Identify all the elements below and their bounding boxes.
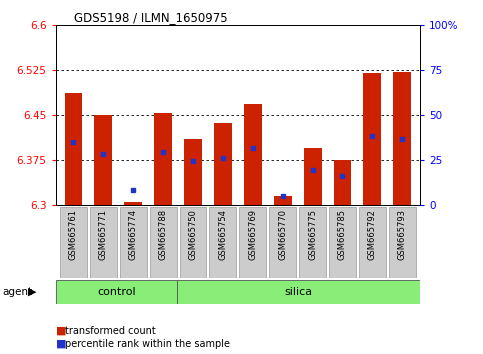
Text: GDS5198 / ILMN_1650975: GDS5198 / ILMN_1650975 [74,11,227,24]
Bar [56,280,177,304]
Text: GSM665785: GSM665785 [338,209,347,260]
Bar [60,207,87,278]
Text: agent: agent [2,287,32,297]
Text: GSM665771: GSM665771 [99,209,108,260]
Bar [180,207,207,278]
Bar [359,207,386,278]
Bar [299,207,326,278]
Bar [124,202,142,205]
Bar [150,207,177,278]
Bar [120,207,147,278]
Bar [304,148,322,205]
Text: GSM665750: GSM665750 [188,209,198,260]
Text: control: control [97,287,136,297]
Text: GSM665754: GSM665754 [218,209,227,260]
Text: GSM665775: GSM665775 [308,209,317,260]
Text: ■: ■ [56,326,66,336]
Bar [329,207,356,278]
Text: ■: ■ [56,339,66,349]
Bar [214,123,232,205]
Bar [210,207,236,278]
Text: percentile rank within the sample: percentile rank within the sample [65,339,230,349]
Text: GSM665770: GSM665770 [278,209,287,260]
Text: GSM665761: GSM665761 [69,209,78,260]
Bar [244,104,262,205]
Bar [240,207,266,278]
Text: GSM665793: GSM665793 [398,209,407,260]
Text: silica: silica [284,287,313,297]
Text: GSM665769: GSM665769 [248,209,257,260]
Bar [177,280,420,304]
Text: transformed count: transformed count [65,326,156,336]
Text: GSM665774: GSM665774 [129,209,138,260]
Bar [154,113,172,205]
Text: GSM665788: GSM665788 [158,209,168,260]
Bar [389,207,416,278]
Text: ▶: ▶ [28,287,37,297]
Bar [90,207,117,278]
Bar [393,72,411,205]
Bar [184,139,202,205]
Text: GSM665792: GSM665792 [368,209,377,260]
Bar [94,115,113,205]
Bar [274,196,292,205]
Bar [269,207,296,278]
Bar [363,73,382,205]
Bar [334,160,352,205]
Bar [65,93,83,205]
